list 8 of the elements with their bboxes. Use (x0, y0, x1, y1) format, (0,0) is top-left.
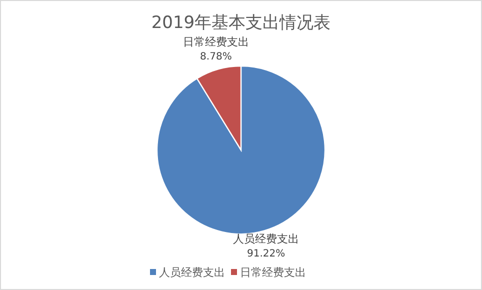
pie-slice (156, 65, 326, 235)
slice-label: 人员经费支出 (233, 232, 300, 246)
legend-label: 日常经费支出 (240, 266, 306, 279)
slice-label: 日常经费支出 (182, 35, 249, 48)
legend-label: 人员经费支出 (159, 266, 225, 279)
data-label: 91.22% (246, 248, 286, 260)
data-label: 8.78% (200, 51, 232, 62)
chart-title: 2019年基本支出情况表 (151, 13, 331, 33)
